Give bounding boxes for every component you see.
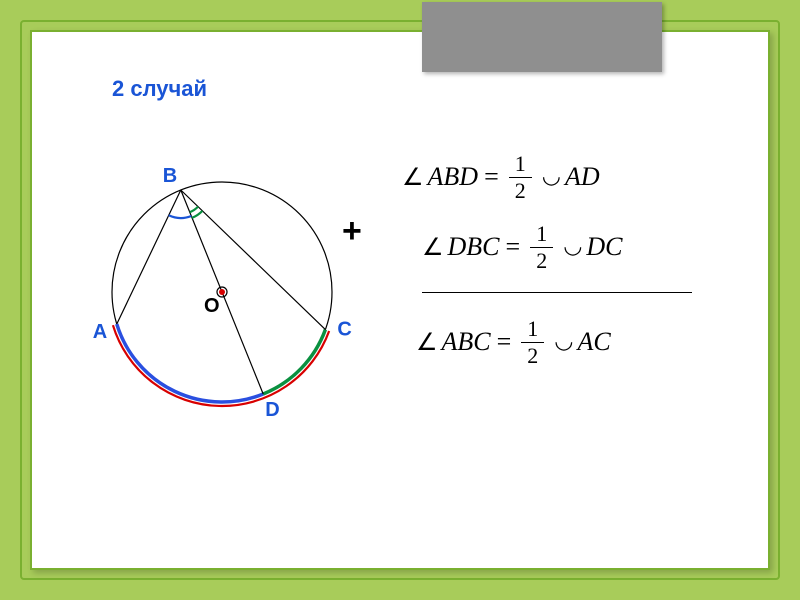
svg-text:B: B bbox=[163, 165, 177, 187]
formula-lhs: ABC bbox=[442, 327, 491, 357]
angle-symbol: ∠ bbox=[402, 163, 424, 192]
fraction: 1 2 bbox=[521, 318, 544, 367]
slide-card: 2 случай ABCDO + ∠ ABD = 1 2 ◡ AD ∠ DBC … bbox=[30, 30, 770, 570]
formula-rhs: AD bbox=[565, 162, 600, 192]
arc-symbol: ◡ bbox=[563, 233, 582, 259]
formula-rhs: AC bbox=[578, 327, 611, 357]
formula-lhs: DBC bbox=[448, 232, 500, 262]
svg-text:O: O bbox=[204, 295, 220, 317]
fraction: 1 2 bbox=[530, 223, 553, 272]
svg-text:C: C bbox=[337, 319, 351, 341]
formula-block: ∠ ABD = 1 2 ◡ AD ∠ DBC = 1 2 ◡ DC bbox=[402, 142, 712, 377]
formula-3: ∠ ABC = 1 2 ◡ AC bbox=[402, 307, 712, 377]
formula-2: ∠ DBC = 1 2 ◡ DC bbox=[402, 212, 712, 282]
arc-symbol: ◡ bbox=[542, 163, 561, 189]
equals: = bbox=[484, 162, 499, 192]
decorative-top-block bbox=[422, 2, 662, 72]
fraction: 1 2 bbox=[509, 153, 532, 202]
formula-1: ∠ ABD = 1 2 ◡ AD bbox=[402, 142, 712, 212]
slide-title: 2 случай bbox=[112, 76, 207, 102]
summation-line bbox=[422, 292, 692, 293]
arc-symbol: ◡ bbox=[554, 328, 573, 354]
angle-symbol: ∠ bbox=[422, 233, 444, 262]
angle-symbol: ∠ bbox=[416, 328, 438, 357]
equals: = bbox=[497, 327, 512, 357]
formula-rhs: DC bbox=[586, 232, 622, 262]
svg-text:D: D bbox=[265, 399, 279, 421]
geometry-diagram: A B C D O bbox=[72, 142, 372, 442]
formula-lhs: ABD bbox=[428, 162, 479, 192]
plus-symbol: + bbox=[342, 212, 362, 251]
svg-text:A: A bbox=[93, 321, 107, 343]
equals: = bbox=[506, 232, 521, 262]
